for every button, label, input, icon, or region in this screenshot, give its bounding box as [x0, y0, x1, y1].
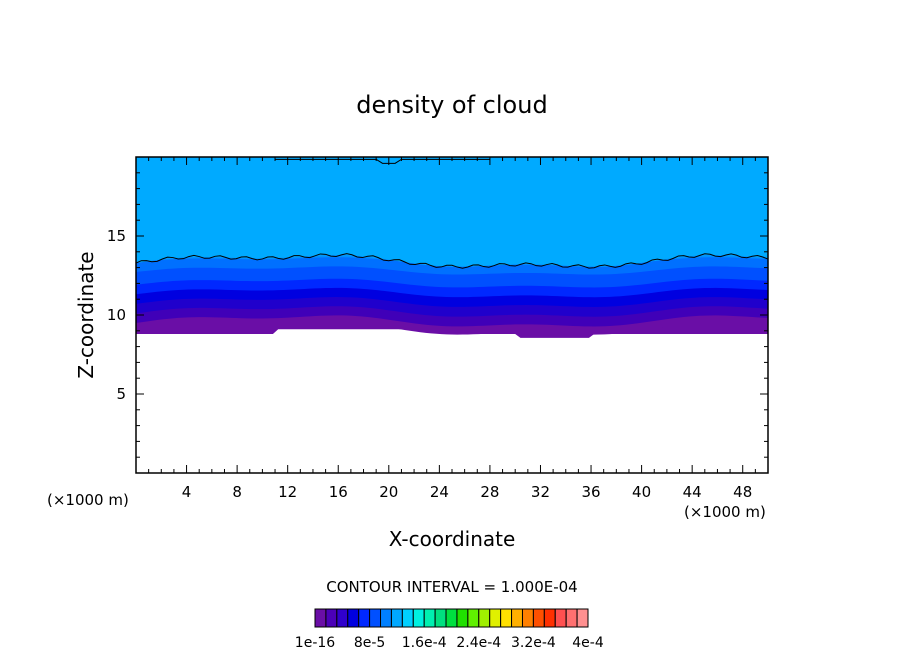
x-tick-label: 12	[278, 483, 297, 501]
chart-title: density of cloud	[356, 91, 547, 119]
colorbar-swatch	[325, 608, 338, 628]
colorbar-swatch	[347, 608, 360, 628]
x-tick-label: 32	[531, 483, 550, 501]
x-tick-label: 24	[430, 483, 449, 501]
colorbar-swatch	[532, 608, 545, 628]
colorbar-swatch	[358, 608, 371, 628]
colorbar-swatch	[434, 608, 447, 628]
y-tick-label: 10	[107, 306, 126, 324]
x-tick-label: 40	[632, 483, 651, 501]
colorbar	[314, 608, 589, 628]
colorbar-swatch	[401, 608, 414, 628]
y-axis-ticks: 5 10 15	[107, 172, 768, 458]
colorbar-swatch	[336, 608, 349, 628]
colorbar-swatch	[456, 608, 469, 628]
colorbar-swatch	[478, 608, 491, 628]
colorbar-swatch	[445, 608, 458, 628]
colorbar-swatch	[489, 608, 502, 628]
colorbar-label: 3.2e-4	[511, 635, 556, 651]
x-axis-left-unit: (×1000 m)	[47, 491, 129, 509]
colorbar-labels: 1e-16 8e-5 1.6e-4 2.4e-4 3.2e-4 4e-4	[295, 635, 604, 651]
colorbar-swatch	[576, 608, 589, 628]
x-tick-label: 8	[232, 483, 242, 501]
colorbar-swatch	[390, 608, 403, 628]
colorbar-swatch	[500, 608, 513, 628]
y-tick-label: 5	[116, 385, 126, 403]
contour-interval-text: CONTOUR INTERVAL = 1.000E-04	[326, 578, 577, 596]
x-tick-label: 28	[480, 483, 499, 501]
colorbar-label: 8e-5	[354, 635, 385, 651]
colorbar-label: 2.4e-4	[456, 635, 501, 651]
x-axis-right-unit: (×1000 m)	[684, 503, 766, 521]
colorbar-swatch	[369, 608, 382, 628]
colorbar-swatch	[314, 608, 327, 628]
contour-band	[136, 157, 768, 267]
x-tick-label: 20	[379, 483, 398, 501]
colorbar-swatch	[412, 608, 425, 628]
x-tick-label: 44	[683, 483, 702, 501]
y-axis-label: Z-coordinate	[74, 251, 98, 378]
colorbar-swatch	[543, 608, 556, 628]
x-axis-label: X-coordinate	[389, 527, 516, 551]
colorbar-swatch	[423, 608, 436, 628]
colorbar-label: 4e-4	[572, 635, 604, 651]
colorbar-label: 1e-16	[295, 635, 335, 651]
colorbar-swatch	[511, 608, 523, 628]
colorbar-swatch	[554, 608, 567, 628]
contour-line-upper	[135, 253, 769, 269]
colorbar-swatch	[380, 608, 392, 628]
x-tick-label: 4	[182, 483, 192, 501]
x-tick-label: 48	[733, 483, 752, 501]
x-axis-ticks: 4 8 12 16 20 24 28 32 36 40 44 48	[148, 157, 756, 501]
contour-bands	[136, 157, 768, 338]
colorbar-swatch	[565, 608, 578, 628]
contour-line-top	[275, 158, 490, 164]
y-tick-label: 15	[107, 227, 126, 245]
colorbar-swatch	[467, 608, 480, 628]
x-tick-label: 36	[581, 483, 600, 501]
colorbar-swatch	[521, 608, 534, 628]
colorbar-label: 1.6e-4	[402, 635, 447, 651]
x-tick-label: 16	[329, 483, 348, 501]
